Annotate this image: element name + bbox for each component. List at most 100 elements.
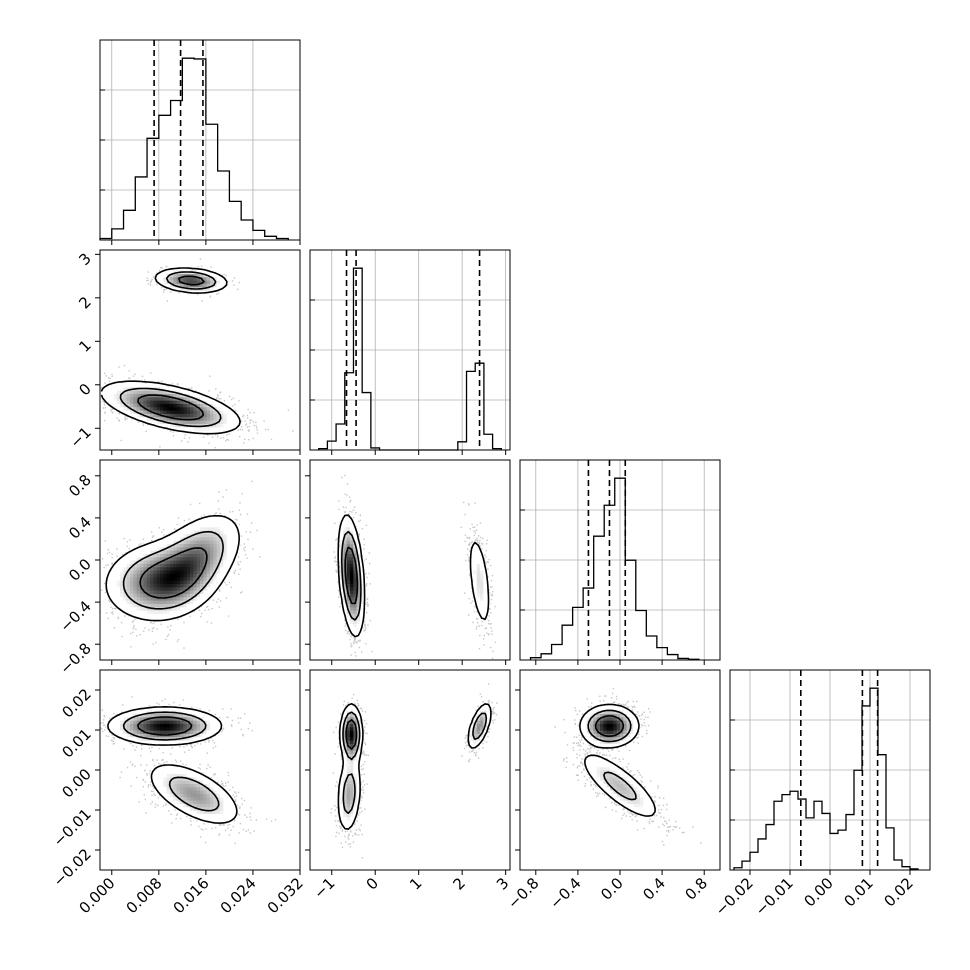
density-cell — [180, 790, 184, 794]
density-cell — [113, 580, 118, 584]
y-tick-label: 3 — [75, 249, 94, 268]
density-cell — [160, 726, 164, 731]
density-cell — [180, 800, 184, 804]
density-cell — [193, 773, 198, 778]
density-cell — [350, 586, 354, 591]
density-cell — [346, 543, 351, 548]
density-cell — [343, 740, 348, 744]
density-cell — [633, 780, 638, 784]
density-cell — [180, 723, 184, 728]
density-cell — [346, 733, 351, 738]
density-cell — [210, 733, 214, 738]
density-cell — [603, 710, 608, 714]
density-cell — [160, 416, 164, 421]
density-cell — [143, 566, 148, 571]
density-cell — [200, 290, 204, 294]
density-cell — [210, 523, 214, 528]
density-cell — [173, 780, 178, 784]
density-cell — [176, 770, 181, 774]
density-cell — [480, 720, 484, 724]
density-cell — [176, 580, 181, 584]
density-cell — [173, 596, 178, 601]
density-cell — [146, 586, 151, 591]
density-cell — [610, 720, 614, 724]
density-cell — [226, 540, 231, 544]
density-cell — [200, 573, 204, 578]
density-cell — [600, 730, 604, 734]
density-cell — [193, 280, 198, 284]
density-cell — [146, 560, 151, 564]
density-cell — [613, 793, 618, 798]
density-cell — [170, 270, 174, 274]
density-cell — [473, 546, 478, 551]
density-cell — [220, 806, 224, 811]
density-cell — [630, 713, 634, 718]
density-cell — [200, 786, 204, 791]
density-cell — [473, 733, 478, 738]
density-cell — [120, 713, 124, 718]
density-cell — [196, 540, 201, 544]
density-cell — [200, 736, 204, 741]
density-cell — [133, 593, 138, 598]
density-cell — [230, 543, 234, 548]
x-tick-label: −0.8 — [504, 874, 542, 912]
density-cell — [213, 810, 218, 814]
density-cell — [650, 800, 654, 804]
density-cell — [353, 796, 358, 801]
density-cell — [616, 723, 621, 728]
density-cell — [183, 710, 188, 714]
density-cell — [646, 806, 651, 811]
density-cell — [223, 566, 228, 571]
density-cell — [156, 276, 161, 281]
density-cell — [186, 283, 191, 288]
density-cell — [216, 526, 221, 531]
density-cell — [223, 523, 228, 528]
density-cell — [200, 540, 204, 544]
density-cell — [176, 790, 181, 794]
density-cell — [136, 600, 141, 604]
x-tick-label: −0.01 — [752, 874, 797, 919]
density-cell — [600, 706, 604, 711]
density-cell — [473, 590, 478, 594]
density-cell — [350, 783, 354, 788]
density-cell — [473, 553, 478, 558]
density-cell — [150, 730, 154, 734]
density-cell — [186, 426, 191, 431]
density-cell — [223, 793, 228, 798]
density-cell — [360, 606, 364, 611]
density-cell — [163, 406, 168, 411]
density-cell — [116, 603, 121, 608]
density-cell — [203, 540, 208, 544]
density-cell — [183, 766, 188, 771]
density-cell — [220, 800, 224, 804]
density-cell — [190, 586, 194, 591]
density-cell — [190, 593, 194, 598]
density-cell — [603, 743, 608, 748]
density-cell — [180, 726, 184, 731]
density-cell — [203, 516, 208, 521]
density-cell — [133, 606, 138, 611]
density-cell — [340, 813, 344, 818]
density-cell — [200, 733, 204, 738]
density-cell — [163, 270, 168, 274]
density-cell — [183, 576, 188, 581]
density-cell — [620, 800, 624, 804]
density-cell — [113, 393, 118, 398]
density-cell — [343, 793, 348, 798]
density-cell — [630, 776, 634, 781]
density-cell — [203, 590, 208, 594]
density-cell — [620, 770, 624, 774]
density-cell — [200, 533, 204, 538]
density-cell — [180, 596, 184, 601]
panel-frame — [99, 249, 301, 451]
density-cell — [223, 416, 228, 421]
density-cell — [223, 573, 228, 578]
density-cell — [230, 410, 234, 414]
density-cell — [163, 600, 168, 604]
density-cell — [123, 400, 128, 404]
density-cell — [143, 580, 148, 584]
density-cell — [216, 280, 221, 284]
density-cell — [600, 780, 604, 784]
density-cell — [163, 580, 168, 584]
density-cell — [613, 766, 618, 771]
